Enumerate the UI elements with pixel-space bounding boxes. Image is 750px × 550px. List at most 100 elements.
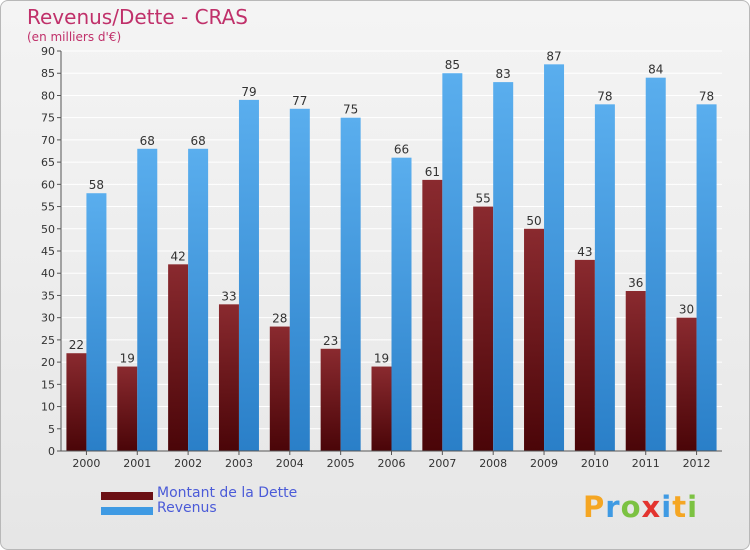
x-tick-label: 2010: [581, 457, 609, 470]
logo-letter: r: [605, 490, 621, 524]
bar-revenus: [696, 104, 717, 451]
x-tick-label: 2007: [428, 457, 456, 470]
bar-dette: [676, 317, 697, 451]
y-axis: 0 5 10 15 20 25 30 35 40 45 50 55 60 65 70 75 80 85 90: [41, 45, 62, 458]
value-label: 78: [597, 89, 612, 103]
bar-dette: [574, 259, 595, 451]
x-tick-label: 2009: [530, 457, 558, 470]
bar-dette: [117, 366, 138, 451]
value-label: 55: [476, 192, 491, 206]
legend-swatch-dette: [101, 492, 153, 500]
bar-revenus: [442, 73, 463, 451]
value-label: 30: [679, 303, 694, 317]
value-label: 23: [323, 334, 338, 348]
logo-letter: o: [620, 490, 642, 524]
value-label: 19: [374, 352, 389, 366]
y-tick-label: 10: [41, 401, 55, 414]
bars: [66, 64, 717, 452]
value-labels: 22 58 19 68 42 68 33 79 28 77 23 75 19 66 61 85 55 83 50 87…: [69, 49, 714, 365]
x-tick-label: 2000: [72, 457, 100, 470]
y-tick-label: 55: [41, 201, 55, 214]
value-label: 19: [120, 352, 135, 366]
value-label: 84: [648, 63, 663, 77]
value-label: 79: [241, 85, 256, 99]
bar-revenus: [645, 77, 666, 452]
logo-letter: x: [641, 490, 662, 524]
bar-dette: [218, 304, 239, 451]
legend-label-dette: Montant de la Dette: [157, 485, 298, 501]
y-tick-label: 0: [48, 445, 55, 458]
value-label: 83: [496, 67, 511, 81]
bar-revenus: [188, 148, 209, 451]
bar-dette: [524, 228, 545, 451]
bar-revenus: [238, 99, 259, 451]
logo-letter: i: [687, 490, 699, 524]
y-tick-label: 45: [41, 245, 55, 258]
legend-label-revenus: Revenus: [157, 500, 217, 516]
value-label: 68: [140, 134, 155, 148]
value-label: 50: [526, 214, 541, 228]
y-tick-label: 60: [41, 178, 55, 191]
value-label: 28: [272, 312, 287, 326]
chart-subtitle: (en milliers d'€): [27, 30, 122, 44]
x-tick-label: 2011: [632, 457, 660, 470]
bar-revenus: [493, 82, 514, 451]
y-tick-label: 15: [41, 378, 55, 391]
logo-letter: t: [672, 490, 688, 524]
value-label: 22: [69, 338, 84, 352]
value-label: 42: [170, 249, 185, 263]
value-label: 77: [292, 94, 307, 108]
bar-revenus: [289, 108, 310, 452]
bar-revenus: [137, 148, 158, 451]
value-label: 33: [221, 289, 236, 303]
logo-letter: i: [661, 490, 673, 524]
bar-dette: [473, 206, 494, 451]
y-tick-label: 40: [41, 267, 55, 280]
x-tick-label: 2004: [276, 457, 304, 470]
bar-revenus: [594, 104, 615, 451]
bar-dette: [320, 348, 341, 451]
x-tick-label: 2008: [479, 457, 507, 470]
value-label: 58: [89, 178, 104, 192]
logo-letter: P: [583, 490, 606, 524]
value-label: 87: [546, 49, 561, 63]
y-tick-label: 80: [41, 89, 55, 102]
bar-revenus: [86, 193, 107, 451]
proxiti-logo: Proxiti: [583, 490, 698, 524]
value-label: 68: [190, 134, 205, 148]
y-tick-label: 35: [41, 289, 55, 302]
bar-dette: [422, 179, 443, 451]
y-tick-label: 20: [41, 356, 55, 369]
value-label: 66: [394, 143, 409, 157]
value-label: 61: [425, 165, 440, 179]
legend-swatch-revenus: [101, 507, 153, 515]
bar-revenus: [391, 157, 412, 451]
value-label: 36: [628, 276, 643, 290]
x-tick-label: 2006: [378, 457, 406, 470]
y-tick-label: 30: [41, 312, 55, 325]
y-tick-label: 5: [48, 423, 55, 436]
bar-dette: [168, 264, 189, 451]
y-tick-label: 50: [41, 223, 55, 236]
x-tick-label: 2002: [174, 457, 202, 470]
value-label: 78: [699, 89, 714, 103]
y-tick-label: 75: [41, 112, 55, 125]
bar-revenus: [340, 117, 361, 452]
x-tick-label: 2001: [123, 457, 151, 470]
x-tick-label: 2005: [327, 457, 355, 470]
y-tick-label: 90: [41, 45, 55, 58]
x-axis: 2000 2001 2002 2003 2004 2005 2006 2007 2008 2009…: [61, 450, 722, 470]
bar-dette: [66, 353, 87, 451]
bar-dette: [371, 366, 392, 451]
y-tick-label: 25: [41, 334, 55, 347]
value-label: 75: [343, 103, 358, 117]
bar-dette: [269, 326, 290, 451]
value-label: 85: [445, 58, 460, 72]
chart-title: Revenus/Dette - CRAS: [27, 5, 249, 29]
value-label: 43: [577, 245, 592, 259]
x-tick-label: 2012: [683, 457, 711, 470]
y-tick-label: 70: [41, 134, 55, 147]
x-tick-label: 2003: [225, 457, 253, 470]
